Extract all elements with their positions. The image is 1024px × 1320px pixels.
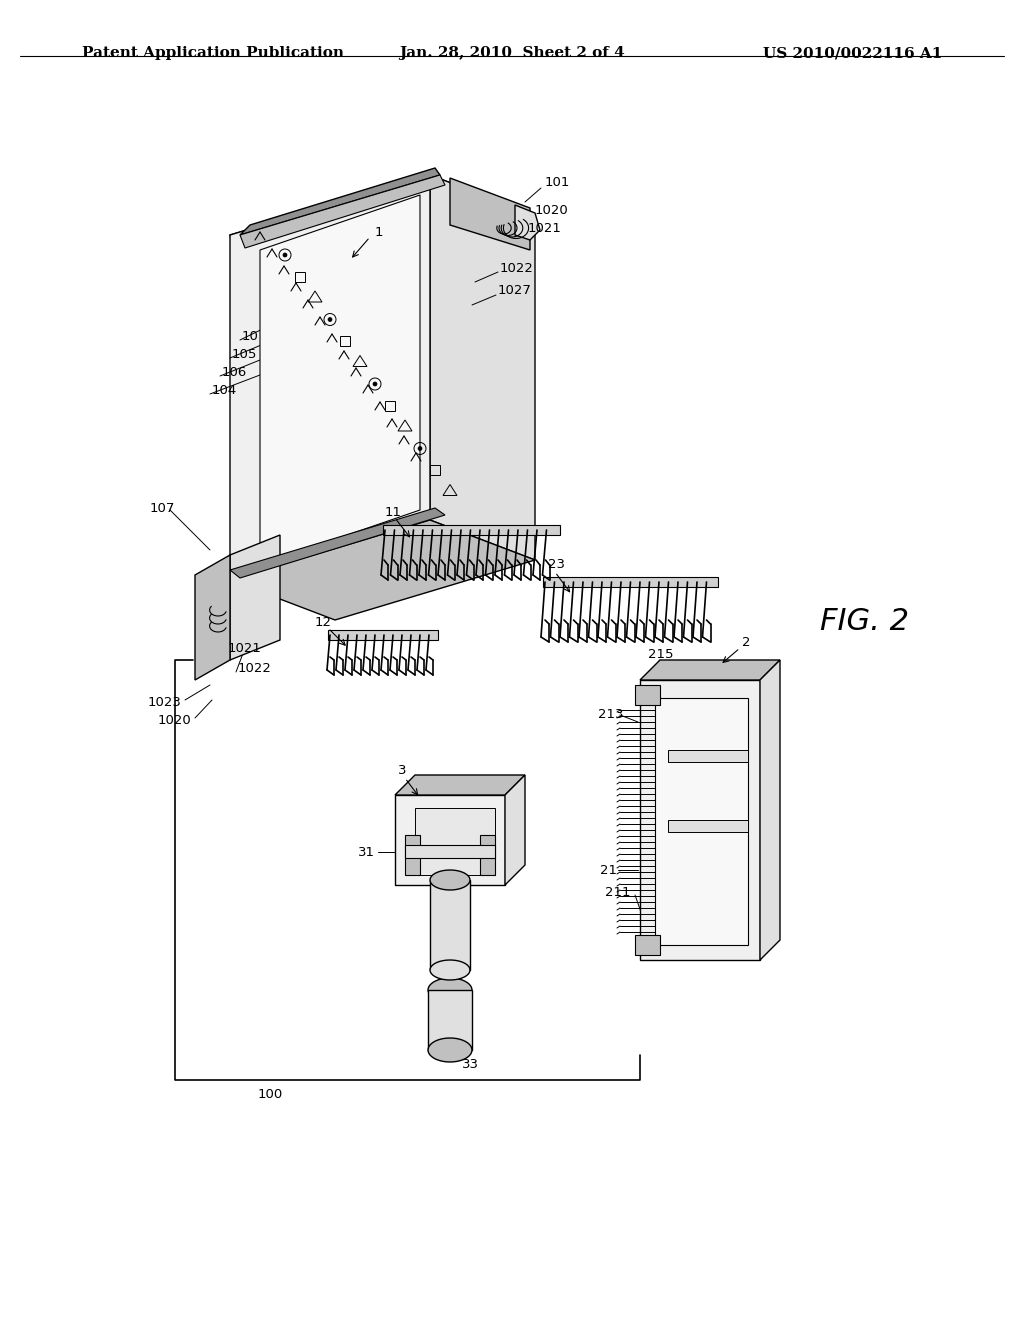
Text: Jan. 28, 2010  Sheet 2 of 4: Jan. 28, 2010 Sheet 2 of 4 — [399, 46, 625, 61]
Text: 21: 21 — [600, 863, 617, 876]
Polygon shape — [428, 1038, 472, 1063]
Polygon shape — [328, 630, 438, 640]
Polygon shape — [383, 525, 560, 535]
Polygon shape — [428, 978, 472, 1002]
Text: 107: 107 — [150, 502, 175, 515]
Polygon shape — [635, 685, 660, 705]
Polygon shape — [430, 176, 535, 560]
Text: 31: 31 — [358, 846, 375, 858]
Polygon shape — [395, 795, 505, 884]
Polygon shape — [635, 935, 660, 954]
Circle shape — [283, 253, 287, 257]
Polygon shape — [480, 836, 495, 875]
Polygon shape — [430, 880, 470, 970]
Polygon shape — [640, 680, 760, 960]
Text: 33: 33 — [462, 1059, 479, 1072]
Text: 3: 3 — [398, 763, 407, 776]
Polygon shape — [543, 577, 718, 587]
Text: US 2010/0022116 A1: US 2010/0022116 A1 — [763, 46, 942, 61]
Polygon shape — [428, 990, 472, 1049]
Polygon shape — [240, 168, 440, 235]
Polygon shape — [668, 820, 748, 832]
Text: 105: 105 — [232, 348, 257, 362]
Polygon shape — [230, 176, 535, 255]
Text: 1020: 1020 — [535, 203, 568, 216]
Circle shape — [418, 446, 422, 450]
Text: 1020: 1020 — [158, 714, 191, 726]
Circle shape — [328, 318, 332, 322]
Text: FIG. 2: FIG. 2 — [820, 607, 909, 636]
Polygon shape — [230, 520, 535, 620]
Text: 11: 11 — [385, 506, 402, 519]
Polygon shape — [515, 205, 540, 240]
Polygon shape — [430, 960, 470, 979]
Text: 213: 213 — [598, 709, 624, 722]
Text: 215: 215 — [648, 648, 674, 661]
Circle shape — [373, 381, 377, 385]
Polygon shape — [450, 178, 530, 249]
Polygon shape — [230, 176, 430, 579]
Text: 1: 1 — [375, 226, 384, 239]
Text: 1027: 1027 — [498, 284, 531, 297]
Text: 10: 10 — [242, 330, 259, 343]
Text: 1021: 1021 — [228, 642, 262, 655]
Polygon shape — [395, 775, 525, 795]
Text: 101: 101 — [545, 176, 570, 189]
Text: 1023: 1023 — [148, 696, 182, 709]
Text: 100: 100 — [258, 1089, 284, 1101]
Polygon shape — [240, 176, 445, 248]
Polygon shape — [230, 508, 445, 578]
Polygon shape — [260, 195, 420, 565]
Polygon shape — [430, 870, 470, 890]
Text: Patent Application Publication: Patent Application Publication — [82, 46, 344, 61]
Text: 1022: 1022 — [238, 661, 272, 675]
Text: 1021: 1021 — [528, 222, 562, 235]
Polygon shape — [230, 535, 280, 660]
Polygon shape — [655, 698, 748, 945]
Text: 12: 12 — [315, 615, 332, 628]
Polygon shape — [505, 775, 525, 884]
Polygon shape — [668, 750, 748, 762]
Text: 2: 2 — [742, 635, 751, 648]
Polygon shape — [415, 808, 495, 875]
Polygon shape — [760, 660, 780, 960]
Polygon shape — [406, 836, 420, 875]
Polygon shape — [406, 845, 495, 858]
Text: 104: 104 — [212, 384, 238, 397]
Text: 211: 211 — [605, 886, 631, 899]
Text: 1022: 1022 — [500, 261, 534, 275]
Polygon shape — [195, 554, 230, 680]
Polygon shape — [640, 660, 780, 680]
Text: 106: 106 — [222, 367, 247, 380]
Text: 23: 23 — [548, 558, 565, 572]
